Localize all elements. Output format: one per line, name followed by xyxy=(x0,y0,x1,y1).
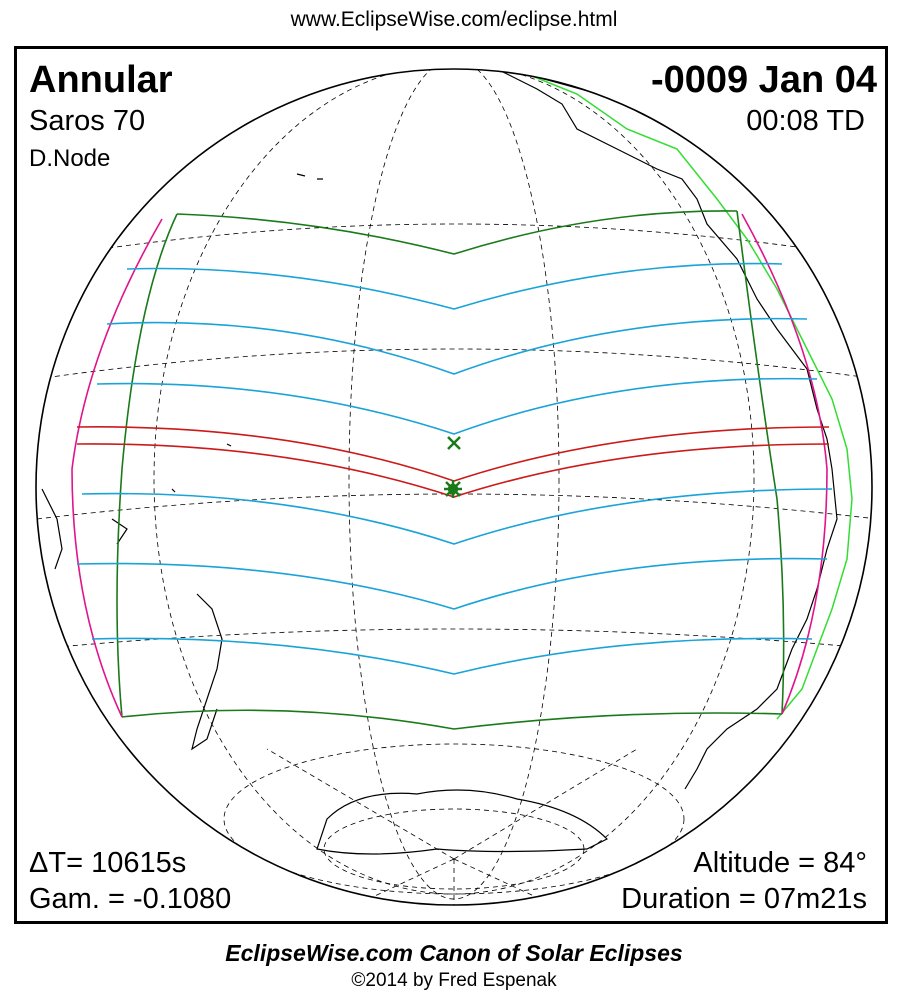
gamma: Gam. = -0.1080 xyxy=(29,883,232,915)
eclipse-type: Annular xyxy=(29,59,173,101)
eclipse-map xyxy=(35,68,873,906)
subsolar-cross xyxy=(447,436,461,450)
footer-credit: ©2014 by Fred Espenak xyxy=(351,970,557,991)
altitude: Altitude = 84° xyxy=(693,847,867,879)
node-label: D.Node xyxy=(29,145,111,172)
globe-outline xyxy=(35,68,873,906)
penumbral-north-limit xyxy=(176,210,738,255)
rise-set-east-inner xyxy=(741,213,828,715)
map-frame: Annular -0009 Jan 04 Saros 70 00:08 TD D… xyxy=(14,46,888,924)
greatest-eclipse-star xyxy=(444,480,462,498)
eclipse-date: -0009 Jan 04 xyxy=(650,59,877,101)
partial-eclipse-lines xyxy=(76,262,833,675)
eclipse-time: 00:08 TD xyxy=(746,105,865,137)
rise-set-west-inner xyxy=(71,218,163,718)
coast-highlight xyxy=(526,73,853,720)
footer-title: EclipseWise.com Canon of Solar Eclipses xyxy=(225,940,683,966)
source-url[interactable]: www.EclipseWise.com/eclipse.html xyxy=(290,8,618,31)
duration: Duration = 07m21s xyxy=(621,883,867,915)
rise-set-east-outer xyxy=(736,210,785,715)
coastlines xyxy=(41,69,838,855)
rise-set-west-outer xyxy=(116,213,178,718)
saros-number: Saros 70 xyxy=(29,105,146,137)
penumbral-south-limit xyxy=(121,709,783,730)
delta-t: ΔT= 10615s xyxy=(29,847,187,879)
